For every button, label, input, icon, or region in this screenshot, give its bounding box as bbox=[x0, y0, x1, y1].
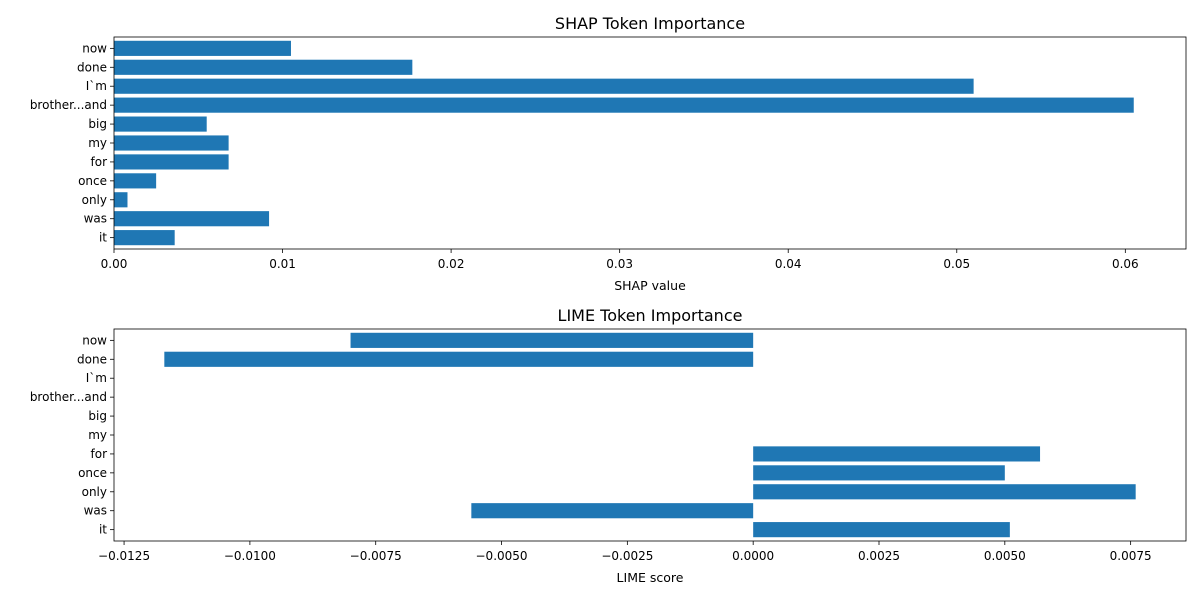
lime-x-axis-label: LIME score bbox=[617, 570, 684, 585]
shap-bar bbox=[114, 154, 229, 170]
lime-bar bbox=[350, 332, 754, 348]
lime-x-tick-label: 0.0025 bbox=[858, 549, 900, 563]
shap-x-ticks: 0.00 0.01 0.02 0.03 0.04 0.05 0.06 bbox=[101, 249, 1139, 271]
shap-bar bbox=[114, 59, 413, 75]
shap-x-tick-label: 0.00 bbox=[101, 257, 128, 271]
lime-y-tick-label: only bbox=[82, 485, 107, 499]
shap-bars bbox=[114, 40, 1134, 246]
shap-bar bbox=[114, 192, 128, 208]
shap-y-tick-label: it bbox=[99, 231, 107, 245]
shap-x-tick-label: 0.01 bbox=[269, 257, 296, 271]
shap-x-axis-label: SHAP value bbox=[614, 278, 686, 293]
lime-x-ticks: −0.0125 −0.0100 −0.0075 −0.0050 −0.0025 0.000… bbox=[98, 541, 1152, 563]
lime-bar bbox=[753, 522, 1010, 538]
lime-bar bbox=[753, 484, 1136, 500]
lime-y-tick-label: for bbox=[91, 447, 108, 461]
lime-y-tick-label: my bbox=[88, 428, 107, 442]
shap-bar bbox=[114, 78, 974, 94]
shap-bar bbox=[114, 97, 1134, 113]
shap-y-tick-label: my bbox=[88, 136, 107, 150]
lime-y-tick-label: now bbox=[82, 333, 107, 347]
shap-bar bbox=[114, 173, 157, 189]
shap-x-tick-label: 0.06 bbox=[1112, 257, 1139, 271]
lime-x-tick-label: −0.0100 bbox=[224, 549, 276, 563]
lime-y-tick-label: it bbox=[99, 523, 107, 537]
lime-y-tick-label: I`m bbox=[86, 371, 107, 385]
lime-plot-frame bbox=[113, 328, 1187, 542]
lime-bars bbox=[164, 332, 1136, 538]
shap-bar bbox=[114, 230, 175, 246]
shap-y-tick-label: big bbox=[88, 117, 107, 131]
shap-bar bbox=[114, 135, 229, 151]
shap-y-tick-label: brother...and bbox=[30, 98, 107, 112]
lime-x-tick-label: 0.0000 bbox=[732, 549, 774, 563]
lime-x-tick-label: −0.0125 bbox=[98, 549, 150, 563]
shap-bar bbox=[114, 116, 207, 132]
lime-bar bbox=[164, 351, 754, 367]
lime-y-tick-label: done bbox=[77, 352, 107, 366]
shap-y-tick-label: once bbox=[78, 174, 107, 188]
shap-y-ticks: now done I`m brother...and big my for once only w… bbox=[30, 41, 114, 245]
shap-y-tick-label: done bbox=[77, 60, 107, 74]
lime-bar bbox=[753, 465, 1005, 481]
lime-x-tick-label: −0.0025 bbox=[601, 549, 653, 563]
lime-y-tick-label: once bbox=[78, 466, 107, 480]
shap-x-tick-label: 0.04 bbox=[775, 257, 802, 271]
lime-y-tick-label: big bbox=[88, 409, 107, 423]
shap-x-tick-label: 0.05 bbox=[943, 257, 970, 271]
lime-x-tick-label: −0.0075 bbox=[350, 549, 402, 563]
shap-x-tick-label: 0.02 bbox=[438, 257, 465, 271]
shap-bar bbox=[114, 211, 270, 227]
lime-panel: LIME Token Importance LIME score now done… bbox=[30, 306, 1187, 585]
shap-chart-title: SHAP Token Importance bbox=[555, 14, 745, 33]
shap-plot-frame bbox=[113, 36, 1187, 250]
shap-y-tick-label: was bbox=[84, 212, 107, 226]
shap-panel: SHAP Token Importance SHAP value now done… bbox=[30, 14, 1187, 293]
shap-bar bbox=[114, 40, 291, 56]
shap-x-tick-label: 0.03 bbox=[606, 257, 633, 271]
shap-y-tick-label: only bbox=[82, 193, 107, 207]
lime-x-tick-label: 0.0050 bbox=[984, 549, 1026, 563]
lime-x-tick-label: 0.0075 bbox=[1110, 549, 1152, 563]
lime-x-tick-label: −0.0050 bbox=[476, 549, 528, 563]
lime-y-tick-label: brother...and bbox=[30, 390, 107, 404]
shap-y-tick-label: I`m bbox=[86, 79, 107, 93]
shap-y-tick-label: for bbox=[91, 155, 108, 169]
lime-bar bbox=[471, 503, 754, 519]
lime-bar bbox=[753, 446, 1041, 462]
lime-chart-title: LIME Token Importance bbox=[558, 306, 743, 325]
shap-y-tick-label: now bbox=[82, 41, 107, 55]
lime-y-tick-label: was bbox=[84, 504, 107, 518]
lime-y-ticks: now done I`m brother...and big my for once only w… bbox=[30, 333, 114, 537]
